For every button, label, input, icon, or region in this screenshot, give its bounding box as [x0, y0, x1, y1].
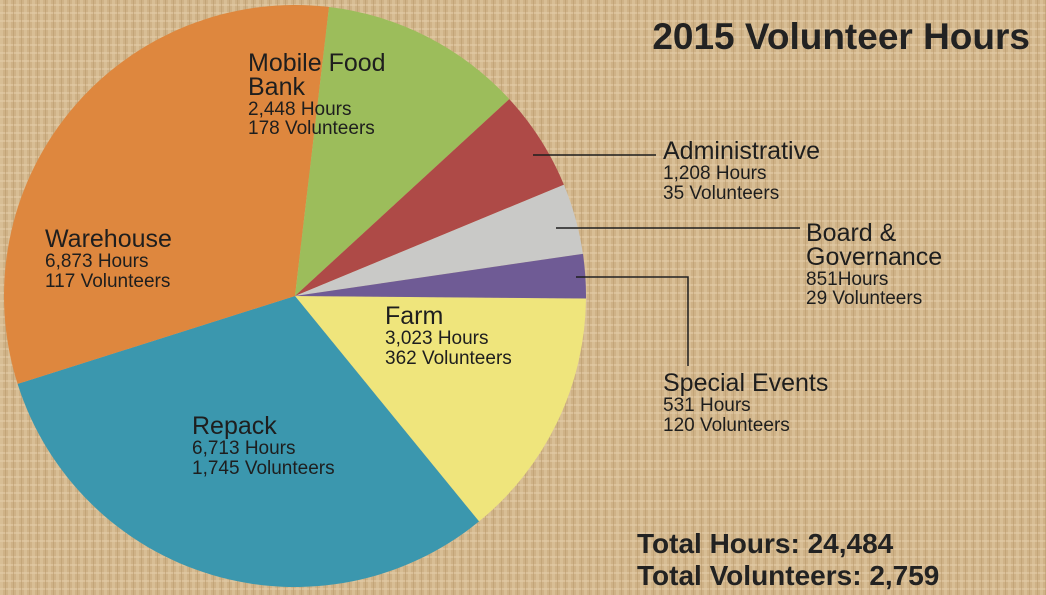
category: Farm — [385, 302, 444, 330]
slice-label: Mobile Food Bank 2,448 Hours 178 Volunteer… — [248, 49, 398, 140]
slice-label: Board & Governance 851Hours 29 Volunteers — [806, 219, 1006, 310]
hours-label: 6,873 Hours — [45, 250, 149, 272]
hours-label: 6,713 Hours — [192, 437, 296, 459]
slice-label: Repack 6,713 Hours 1,745 Volunteers — [192, 412, 432, 479]
slice-label: Farm 3,023 Hours 362 Volunteers — [385, 302, 585, 369]
category: Repack — [192, 412, 277, 440]
volunteers-label: 29 Volunteers — [806, 288, 923, 310]
category: Administrative — [663, 137, 820, 165]
pie-slice — [3, 5, 330, 384]
pie-slice — [295, 6, 510, 297]
volunteers-label: 362 Volunteers — [385, 347, 512, 369]
volunteers-label: 1,745 Volunteers — [192, 457, 335, 479]
pie-slice — [295, 253, 586, 299]
volunteers-label: 120 Volunteers — [663, 414, 790, 436]
category: Warehouse — [45, 225, 172, 253]
pie-slice — [295, 99, 564, 296]
pie-slice — [295, 296, 586, 522]
hours-label: 531 Hours — [663, 394, 751, 416]
volunteers-label: 117 Volunteers — [45, 270, 171, 292]
pie-slice — [17, 296, 480, 587]
chart-title: 2015 Volunteer Hours — [652, 16, 1030, 57]
total-volunteers: Total Volunteers: 2,759 — [637, 560, 940, 591]
slice-label: Warehouse 6,873 Hours 117 Volunteers — [45, 225, 265, 292]
hours-label: 1,208 Hours — [663, 162, 767, 184]
slice-label: Special Events 531 Hours 120 Volunteers — [663, 369, 923, 436]
volunteers-label: 35 Volunteers — [663, 182, 780, 204]
leader-line — [576, 276, 689, 366]
hours-label: 2,448 Hours — [248, 98, 352, 120]
category: Board & Governance — [806, 219, 943, 271]
hours-label: 851Hours — [806, 268, 889, 290]
total-hours: Total Hours: 24,484 — [637, 528, 894, 559]
hours-label: 3,023 Hours — [385, 327, 489, 349]
slice-label: Administrative 1,208 Hours 35 Volunteers — [663, 137, 923, 204]
pie-slice — [295, 184, 583, 296]
volunteers-label: 178 Volunteers — [248, 118, 375, 140]
category: Mobile Food Bank — [248, 49, 386, 101]
category: Special Events — [663, 369, 829, 397]
